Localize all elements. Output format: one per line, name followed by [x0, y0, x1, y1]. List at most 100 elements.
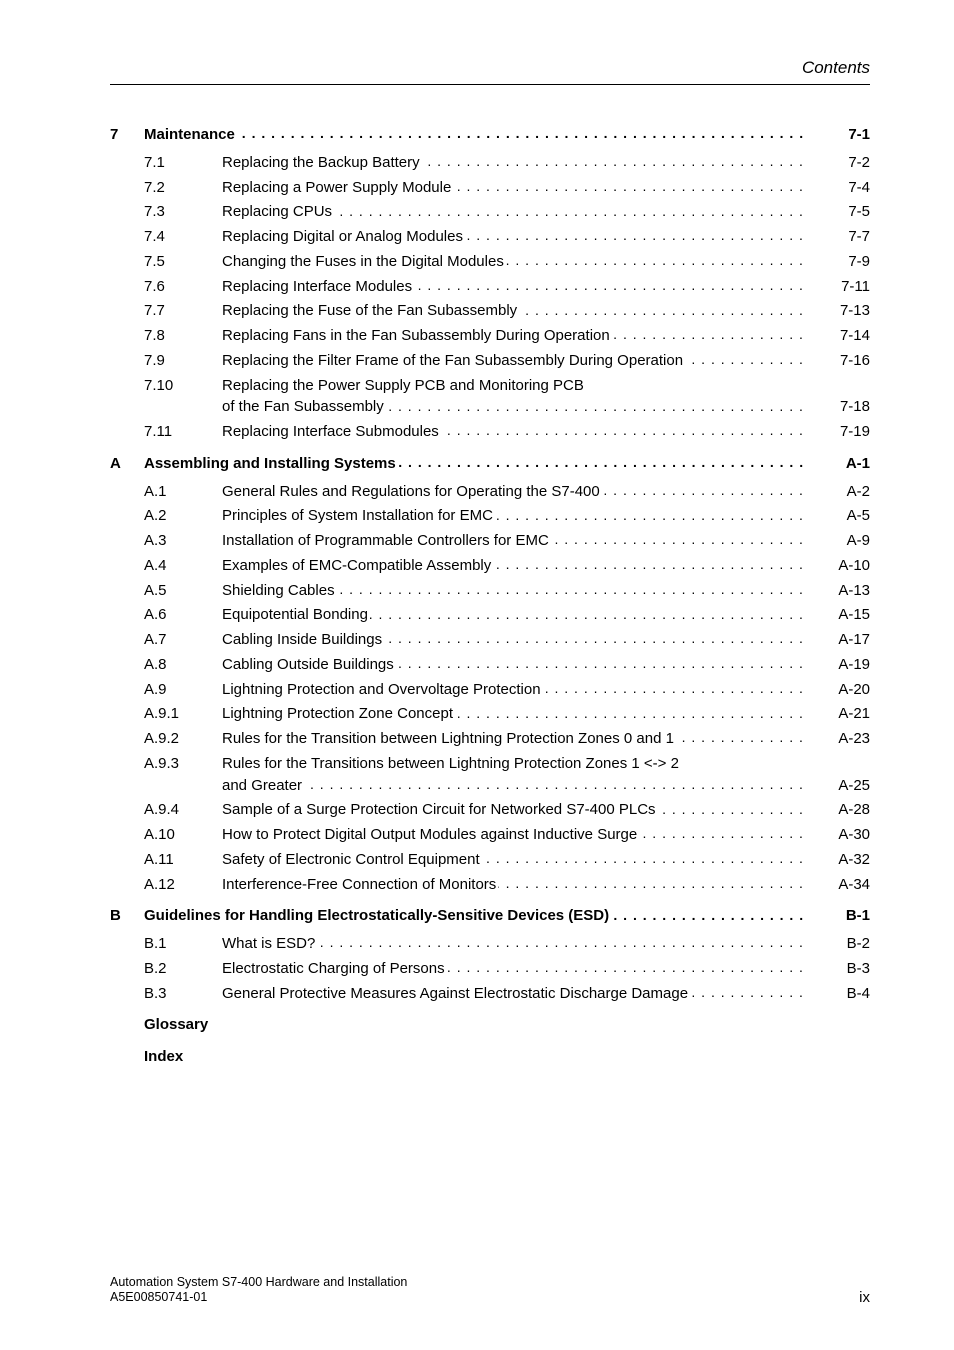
toc-page-ref[interactable]: 7-4: [806, 178, 870, 198]
toc-entry-row: 7.1Replacing the Backup Battery 7-2: [110, 153, 870, 173]
toc-entry-title[interactable]: Replacing the Filter Frame of the Fan Su…: [222, 351, 806, 371]
toc-page-ref[interactable]: A-19: [806, 655, 870, 675]
toc-entry-row: A.2Principles of System Installation for…: [110, 506, 870, 526]
toc-entry-title[interactable]: Replacing Interface Modules: [222, 277, 806, 297]
toc-plain-row: Glossary: [110, 1015, 870, 1035]
toc-page-ref[interactable]: A-21: [806, 704, 870, 724]
toc-page-ref[interactable]: A-30: [806, 825, 870, 845]
toc-page-ref[interactable]: A-23: [806, 729, 870, 749]
toc-entry-number: A.9: [144, 680, 222, 700]
toc-entry-title[interactable]: Replacing Fans in the Fan Subassembly Du…: [222, 326, 806, 346]
toc-page-ref[interactable]: 7-13: [806, 301, 870, 321]
page: Contents 7Maintenance 7-17.1Replacing th…: [0, 0, 954, 1350]
toc-entry-title[interactable]: Installation of Programmable Controllers…: [222, 531, 806, 551]
toc-entry-title[interactable]: Cabling Inside Buildings: [222, 630, 806, 650]
toc-page-ref[interactable]: A-17: [806, 630, 870, 650]
toc-entry-title[interactable]: Replacing Digital or Analog Modules: [222, 227, 806, 247]
header-section-title: Contents: [802, 58, 870, 78]
toc-entry-title[interactable]: Rules for the Transition between Lightni…: [222, 729, 806, 749]
toc-entry-row: 7.10Replacing the Power Supply PCB and M…: [110, 376, 870, 396]
toc-entry-row: 7.8Replacing Fans in the Fan Subassembly…: [110, 326, 870, 346]
toc-entry-row: A.9.2Rules for the Transition between Li…: [110, 729, 870, 749]
toc-page-ref[interactable]: A-13: [806, 581, 870, 601]
toc-entry-title[interactable]: Replacing the Power Supply PCB and Monit…: [222, 376, 806, 396]
footer-line2: A5E00850741-01: [110, 1290, 207, 1304]
toc-entry-number: B.3: [144, 984, 222, 1004]
toc-entry-title[interactable]: Replacing the Backup Battery: [222, 153, 806, 173]
toc-entry-row: 7.11Replacing Interface Submodules 7-19: [110, 422, 870, 442]
toc-entry-title[interactable]: Cabling Outside Buildings: [222, 655, 806, 675]
toc-chapter-title[interactable]: Assembling and Installing Systems: [144, 454, 806, 474]
toc-page-ref[interactable]: A-1: [806, 454, 870, 474]
toc-entry-number: B.2: [144, 959, 222, 979]
toc-page-ref[interactable]: 7-2: [806, 153, 870, 173]
toc-entry-title[interactable]: Electrostatic Charging of Persons: [222, 959, 806, 979]
toc-entry-title[interactable]: Replacing Interface Submodules: [222, 422, 806, 442]
toc-page-ref[interactable]: 7-9: [806, 252, 870, 272]
toc-entry-number: 7.10: [144, 376, 222, 396]
toc-entry-title[interactable]: Replacing CPUs: [222, 202, 806, 222]
toc-page-ref[interactable]: 7-11: [806, 277, 870, 297]
toc-page-ref[interactable]: B-1: [806, 906, 870, 926]
toc-page-ref[interactable]: A-15: [806, 605, 870, 625]
toc-entry-number: 7.4: [144, 227, 222, 247]
toc-chapter-number: A: [110, 454, 144, 474]
toc-page-ref[interactable]: A-9: [806, 531, 870, 551]
toc-page-ref[interactable]: 7-7: [806, 227, 870, 247]
toc-page-ref[interactable]: A-25: [806, 776, 870, 796]
toc-entry-title[interactable]: General Rules and Regulations for Operat…: [222, 482, 806, 502]
toc-page-ref[interactable]: A-28: [806, 800, 870, 820]
toc-entry-row-continuation: and Greater A-25: [110, 776, 870, 796]
toc-page-ref[interactable]: B-3: [806, 959, 870, 979]
toc-chapter-title[interactable]: Guidelines for Handling Electrostaticall…: [144, 906, 806, 926]
toc-chapter-title[interactable]: Maintenance: [144, 125, 806, 145]
table-of-contents: 7Maintenance 7-17.1Replacing the Backup …: [110, 118, 870, 1072]
toc-entry-title[interactable]: Shielding Cables: [222, 581, 806, 601]
toc-entry-number: A.9.1: [144, 704, 222, 724]
toc-page-ref[interactable]: 7-18: [806, 397, 870, 417]
toc-page-ref[interactable]: 7-19: [806, 422, 870, 442]
toc-entry-title[interactable]: Rules for the Transitions between Lightn…: [222, 754, 806, 774]
toc-entry-number: A.6: [144, 605, 222, 625]
toc-page-ref[interactable]: 7-1: [806, 125, 870, 145]
toc-plain-row: Index: [110, 1047, 870, 1067]
toc-page-ref[interactable]: A-5: [806, 506, 870, 526]
toc-entry-title[interactable]: Changing the Fuses in the Digital Module…: [222, 252, 806, 272]
toc-entry-title[interactable]: How to Protect Digital Output Modules ag…: [222, 825, 806, 845]
toc-entry-number: A.9.2: [144, 729, 222, 749]
toc-entry-row: 7.6Replacing Interface Modules 7-11: [110, 277, 870, 297]
toc-entry-number: A.2: [144, 506, 222, 526]
toc-entry-title[interactable]: Lightning Protection and Overvoltage Pro…: [222, 680, 806, 700]
toc-entry-number: A.7: [144, 630, 222, 650]
toc-entry-title[interactable]: Lightning Protection Zone Concept: [222, 704, 806, 724]
toc-plain-label[interactable]: Glossary: [144, 1015, 870, 1035]
toc-entry-title[interactable]: Principles of System Installation for EM…: [222, 506, 806, 526]
toc-page-ref[interactable]: A-32: [806, 850, 870, 870]
toc-entry-title[interactable]: Safety of Electronic Control Equipment: [222, 850, 806, 870]
toc-entry-row: 7.3Replacing CPUs 7-5: [110, 202, 870, 222]
toc-entry-title[interactable]: Equipotential Bonding: [222, 605, 806, 625]
toc-page-ref[interactable]: 7-16: [806, 351, 870, 371]
toc-entry-row: 7.9Replacing the Filter Frame of the Fan…: [110, 351, 870, 371]
toc-entry-title[interactable]: General Protective Measures Against Elec…: [222, 984, 806, 1004]
footer-page-number: ix: [859, 1289, 870, 1306]
toc-page-ref[interactable]: 7-5: [806, 202, 870, 222]
toc-entry-title-cont[interactable]: and Greater: [222, 776, 806, 796]
toc-page-ref[interactable]: A-34: [806, 875, 870, 895]
toc-page-ref[interactable]: A-2: [806, 482, 870, 502]
toc-entry-number: A.12: [144, 875, 222, 895]
toc-entry-title[interactable]: Replacing the Fuse of the Fan Subassembl…: [222, 301, 806, 321]
toc-entry-title[interactable]: Examples of EMC-Compatible Assembly: [222, 556, 806, 576]
toc-entry-title[interactable]: Sample of a Surge Protection Circuit for…: [222, 800, 806, 820]
toc-entry-title[interactable]: Interference-Free Connection of Monitors: [222, 875, 806, 895]
toc-entry-title-cont[interactable]: of the Fan Subassembly: [222, 397, 806, 417]
toc-page-ref[interactable]: B-2: [806, 934, 870, 954]
toc-page-ref[interactable]: A-20: [806, 680, 870, 700]
toc-page-ref[interactable]: A-10: [806, 556, 870, 576]
toc-entry-row: A.10How to Protect Digital Output Module…: [110, 825, 870, 845]
toc-plain-label[interactable]: Index: [144, 1047, 870, 1067]
toc-page-ref[interactable]: 7-14: [806, 326, 870, 346]
toc-page-ref[interactable]: B-4: [806, 984, 870, 1004]
toc-entry-title[interactable]: Replacing a Power Supply Module: [222, 178, 806, 198]
toc-entry-title[interactable]: What is ESD?: [222, 934, 806, 954]
